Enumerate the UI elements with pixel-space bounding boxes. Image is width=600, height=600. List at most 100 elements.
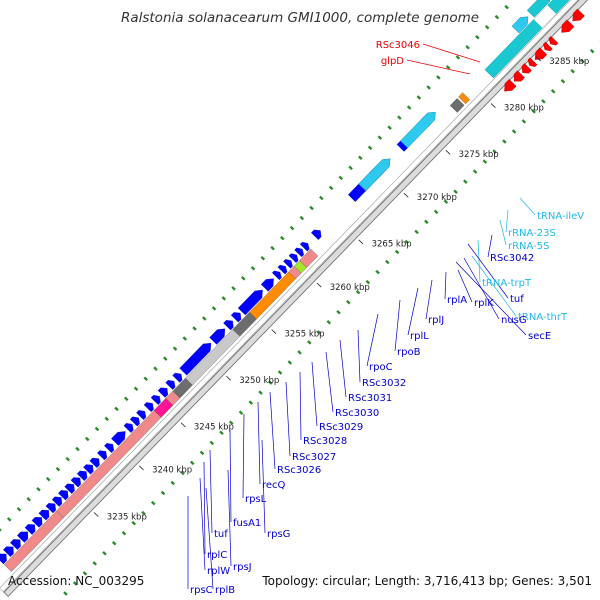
gc-skew-mark — [453, 189, 458, 194]
gene-label: rpoB — [397, 347, 421, 358]
cds-forward-arrow — [209, 328, 226, 345]
rrna-block — [547, 0, 570, 14]
feature-block — [56, 410, 162, 519]
tick-mark — [226, 375, 231, 381]
cds-forward-arrow — [277, 264, 288, 275]
cds-forward-arrow — [172, 372, 183, 383]
cds-reverse-arrow — [543, 41, 553, 52]
trna-arrow — [358, 158, 391, 192]
gene-label: tRNA-thrT — [518, 312, 568, 323]
cds-forward-arrow — [157, 387, 169, 398]
cds-forward-arrow — [24, 524, 36, 535]
gc-skew-mark — [475, 34, 480, 40]
gene-label: RSc3027 — [292, 452, 336, 463]
gc-skew-mark — [394, 249, 400, 255]
tick-label: 3280 kbp — [504, 103, 544, 113]
gc-skew-mark — [424, 219, 429, 225]
cds-forward-arrow — [136, 410, 147, 421]
gc-skew-mark — [182, 336, 188, 341]
gc-skew-mark — [133, 386, 139, 392]
cds-forward-arrow — [223, 320, 234, 331]
gc-skew-mark — [504, 4, 509, 10]
topology-text: Topology: circular; Length: 3,716,413 bp… — [262, 574, 592, 588]
gc-skew-mark — [484, 24, 490, 30]
rrna-arrow — [526, 0, 551, 18]
tick-label: 3235 kbp — [107, 512, 147, 522]
cds-forward-arrow — [38, 509, 50, 521]
gc-skew-mark — [455, 55, 461, 60]
gc-skew-mark — [406, 105, 412, 110]
cds-forward-arrow — [0, 553, 7, 565]
label-leader — [477, 239, 481, 283]
cds-forward-arrow — [64, 483, 75, 494]
gc-skew-mark — [426, 85, 431, 90]
gc-skew-mark — [192, 326, 197, 331]
cds-reverse-arrow — [572, 8, 585, 22]
gc-skew-mark — [65, 456, 71, 462]
gc-skew-mark — [367, 145, 373, 150]
gc-skew-mark — [355, 289, 361, 295]
gc-skew-mark — [268, 380, 273, 385]
gc-skew-mark — [82, 571, 88, 576]
label-leader — [269, 391, 276, 470]
cds-reverse-arrow — [513, 70, 525, 82]
gc-skew-mark — [414, 229, 419, 235]
label-leader — [505, 209, 509, 233]
tick-mark — [490, 103, 496, 108]
gc-skew-mark — [358, 155, 363, 161]
gene-label: rRNA-23S — [508, 228, 556, 239]
label-leader — [242, 413, 245, 499]
cds-forward-arrow — [31, 517, 43, 528]
gc-skew-mark — [377, 135, 383, 140]
gc-skew-mark — [287, 360, 293, 365]
cds-forward-arrow — [271, 270, 282, 281]
label-leader — [205, 487, 214, 590]
gene-label: rpsL — [245, 494, 267, 505]
gc-skew-mark — [404, 239, 410, 245]
gene-label: RSc3026 — [277, 465, 321, 476]
label-leader — [203, 461, 206, 555]
cds-forward-arrow — [104, 443, 115, 454]
trna-arrow — [511, 16, 529, 34]
cds-forward-arrow — [230, 312, 242, 323]
gene-labels: RSc3046glpDtRNA-ileVrRNA-23SrRNA-5SRSc30… — [190, 40, 584, 596]
tick-label: 3270 kbp — [417, 193, 457, 203]
cds-forward-arrow — [89, 457, 100, 469]
label-leader — [227, 469, 232, 567]
cds-forward-arrow — [310, 229, 322, 240]
cds-forward-arrow — [123, 423, 134, 433]
cds-forward-arrow — [70, 477, 81, 488]
label-leader — [299, 371, 302, 441]
gc-skew-mark — [541, 99, 546, 104]
tick-label: 3240 kbp — [152, 466, 192, 476]
cds-forward-arrow — [76, 470, 88, 482]
gc-skew-mark — [346, 299, 351, 305]
gc-skew-mark — [338, 175, 344, 181]
gene-label: rplC — [207, 550, 227, 561]
gene-label: rpsJ — [233, 562, 252, 573]
label-leader — [467, 243, 509, 299]
gc-skew-mark — [72, 581, 78, 586]
gene-label-red: glpD — [381, 56, 404, 67]
gc-skew-mark — [277, 370, 283, 375]
label-leader — [366, 313, 379, 367]
gc-skew-mark — [26, 496, 31, 502]
gc-skew-mark — [248, 400, 254, 405]
gc-skew-mark — [36, 486, 41, 492]
gc-skew-mark — [6, 517, 12, 522]
tick-mark — [358, 239, 364, 245]
gc-skew-mark — [385, 259, 390, 265]
gc-skew-mark — [416, 95, 422, 100]
cds-reverse-arrow — [504, 78, 517, 92]
gc-skew-mark — [336, 310, 341, 315]
tick-label: 3275 kbp — [459, 150, 499, 160]
gene-label: tuf — [214, 529, 228, 540]
gc-skew-mark — [199, 450, 205, 456]
gc-skew-mark — [270, 245, 275, 251]
gene-label: rplK — [474, 298, 494, 309]
cds-forward-arrow — [10, 539, 21, 550]
cds-forward-arrow — [150, 395, 161, 405]
cds-reverse-arrow — [521, 63, 532, 74]
feature-block — [299, 248, 319, 268]
